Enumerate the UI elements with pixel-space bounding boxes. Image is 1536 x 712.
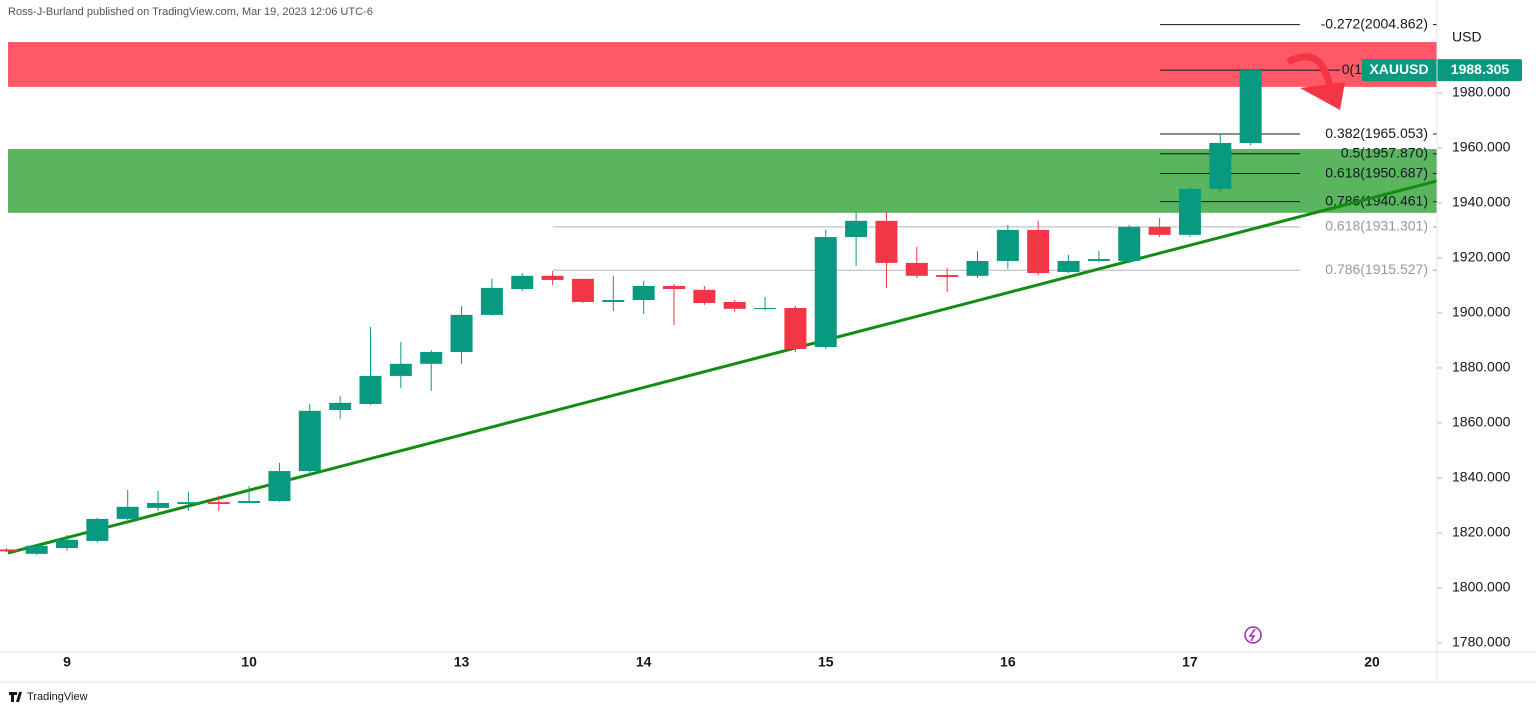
candle-body [0,549,18,552]
candle-body [784,307,807,349]
candle-body [177,502,200,505]
candle-body [723,301,746,309]
candle-body [966,260,989,276]
price-zone [8,42,1437,87]
candle-body [571,278,594,302]
candle-body [207,502,230,505]
fib-level-label: 0(1 [1342,61,1362,77]
x-tick-label: 16 [1000,654,1016,670]
last-price-label: 1988.305 [1451,61,1510,77]
candle-body [1178,188,1201,235]
annotation-arrowhead [1300,82,1345,110]
candle-body [754,307,777,309]
fib-level-label: 0.786(1915.527) [1325,261,1428,277]
candle-body [1057,260,1080,272]
candle-body [905,262,928,276]
candle-body [86,518,109,541]
last-price-box [1362,59,1522,82]
currency-label: USD [1452,29,1482,45]
candle-body [1239,70,1262,143]
x-tick-label: 13 [454,654,470,670]
candle-body [632,285,655,301]
candle-body [329,402,352,411]
candle-body [450,314,473,352]
candle-body [511,275,534,290]
main-layer: 1780.000 1800.000 1820.000 1840.000 1860.000… [0,15,1522,670]
tradingview-logo [9,692,22,702]
y-tick-label: 1840.000 [1452,469,1511,485]
symbol-label: XAUUSD [1369,61,1428,77]
y-tick-label: 1780.000 [1452,634,1511,650]
candle-body [298,410,321,472]
event-icon[interactable] [1244,626,1262,644]
y-tick-label: 1940.000 [1452,194,1511,210]
x-tick-label: 20 [1364,654,1380,670]
candle-body [480,287,503,315]
candle-body [238,501,261,503]
candle-body [116,506,139,519]
candle-body [875,220,898,263]
candle-body [1087,259,1110,261]
fib-level-label: 0.618(1950.687) [1325,164,1428,180]
candle-body [602,300,625,302]
x-tick-label: 10 [241,654,257,670]
x-tick-label: 9 [63,654,71,670]
x-tick-label: 14 [636,654,652,670]
candle-body [936,274,959,277]
y-tick-label: 1960.000 [1452,139,1511,155]
candle-body [845,220,868,238]
candle-body [541,275,564,280]
fib-level-label: 0.5(1957.870) [1341,145,1428,161]
footer-brand: TradingView [27,691,88,703]
publisher-header: Ross-J-Burland published on TradingView.… [8,6,373,18]
candle-body [389,363,412,376]
candle-body [663,285,685,290]
trendline [7,179,1438,555]
candle-body [693,289,716,304]
x-tick-label: 15 [818,654,834,670]
y-tick-label: 1820.000 [1452,524,1511,540]
x-tick-label: 17 [1182,654,1198,670]
candle-body [1118,226,1141,261]
candle-body [420,351,443,364]
candle-body [1148,226,1171,235]
event-icon-bolt [1248,628,1256,642]
candle-body [359,375,382,404]
candle-body [1027,229,1050,274]
candle-body [814,237,837,348]
candle-body [996,229,1019,261]
y-tick-label: 1880.000 [1452,359,1511,375]
candle-body [25,545,48,554]
y-tick-label: 1980.000 [1452,84,1511,100]
fib-level-label: -0.272(2004.862) [1321,15,1428,31]
candle-body [56,539,78,549]
fib-level-label: 0.382(1965.053) [1325,125,1428,141]
candle-body [1209,142,1232,189]
candle-body [147,502,170,508]
candle-body [268,471,291,502]
y-tick-label: 1800.000 [1452,579,1511,595]
annotation-arrow [1286,53,1334,89]
y-tick-label: 1860.000 [1452,414,1511,430]
y-tick-label: 1920.000 [1452,249,1511,265]
zones-layer [8,42,1437,213]
y-tick-label: 1900.000 [1452,304,1511,320]
fib-level-label: 0.618(1931.301) [1325,218,1428,234]
